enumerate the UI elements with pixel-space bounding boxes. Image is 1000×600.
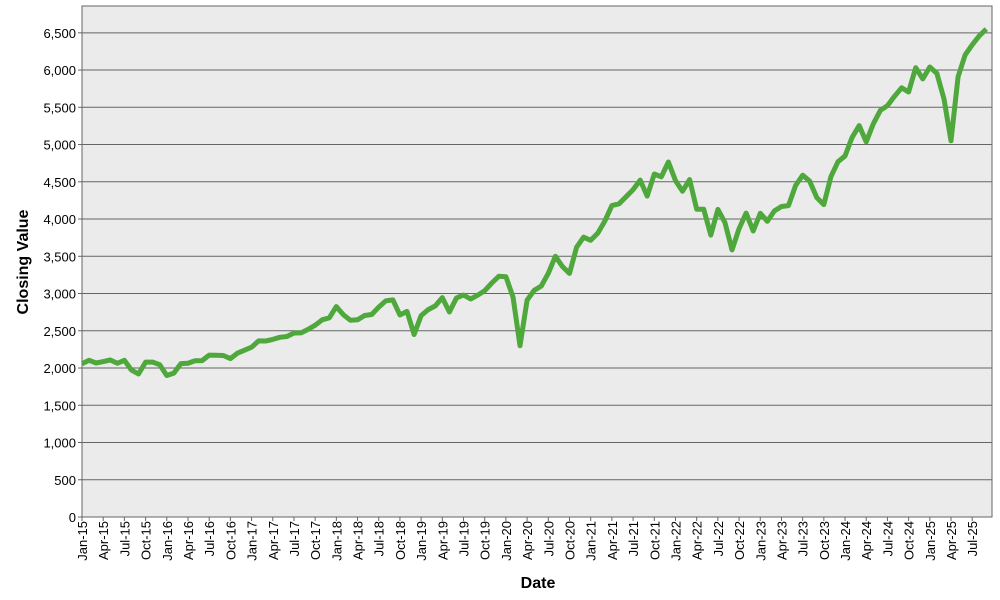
x-tick-label: Jan-18 [329,521,344,561]
x-tick-label: Oct-23 [817,521,832,560]
y-tick-label: 3,500 [43,249,76,264]
x-tick-label: Apr-20 [520,521,535,560]
x-tick-label: Jul-24 [880,521,895,556]
y-tick-label: 6,500 [43,26,76,41]
y-tick-label: 1,000 [43,436,76,451]
x-tick-label: Apr-18 [351,521,366,560]
x-tick-label: Jan-16 [160,521,175,561]
x-tick-label: Apr-21 [605,521,620,560]
x-axis-title: Date [521,575,556,592]
y-tick-label: 2,500 [43,324,76,339]
x-tick-label: Oct-24 [902,521,917,560]
x-tick-label: Oct-15 [139,521,154,560]
x-tick-label: Jan-21 [584,521,599,561]
x-tick-label: Jul-23 [796,521,811,556]
x-tick-label: Jul-19 [457,521,472,556]
x-tick-label: Jul-22 [711,521,726,556]
x-tick-label: Jan-23 [753,521,768,561]
x-tick-label: Oct-18 [393,521,408,560]
x-tick-label: Oct-21 [647,521,662,560]
x-tick-label: Apr-23 [774,521,789,560]
x-tick-label: Oct-17 [308,521,323,560]
x-tick-label: Jan-22 [668,521,683,561]
y-axis-title: Closing Value [15,209,32,314]
x-tick-label: Jul-25 [965,521,980,556]
x-tick-label: Oct-22 [732,521,747,560]
y-tick-label: 1,500 [43,398,76,413]
x-tick-label: Apr-24 [859,521,874,560]
x-tick-label: Jul-21 [626,521,641,556]
y-tick-label: 3,000 [43,287,76,302]
y-tick-label: 0 [69,510,76,525]
x-tick-label: Oct-20 [563,521,578,560]
x-tick-label: Oct-19 [478,521,493,560]
x-tick-label: Apr-22 [690,521,705,560]
x-tick-label: Jul-15 [117,521,132,556]
x-tick-label: Jul-17 [287,521,302,556]
x-tick-label: Apr-16 [181,521,196,560]
x-tick-label: Jan-24 [838,521,853,561]
y-tick-label: 500 [54,473,76,488]
x-tick-label: Oct-16 [223,521,238,560]
x-tick-label: Jan-20 [499,521,514,561]
x-tick-label: Jul-18 [372,521,387,556]
x-tick-label: Jan-17 [245,521,260,561]
x-tick-label: Apr-15 [96,521,111,560]
y-tick-label: 4,000 [43,212,76,227]
x-tick-label: Jan-25 [923,521,938,561]
plot-area [81,5,993,518]
y-tick-label: 5,500 [43,100,76,115]
x-tick-label: Jul-16 [202,521,217,556]
x-tick-label: Apr-25 [944,521,959,560]
x-tick-label: Jan-15 [75,521,90,561]
y-tick-label: 6,000 [43,63,76,78]
x-tick-label: Apr-17 [266,521,281,560]
data-line [80,27,989,378]
x-tick-label: Apr-19 [435,521,450,560]
x-tick-label: Jan-19 [414,521,429,561]
y-tick-label: 5,000 [43,138,76,153]
y-tick-label: 2,000 [43,361,76,376]
y-tick-label: 4,500 [43,175,76,190]
x-tick-label: Jul-20 [541,521,556,556]
